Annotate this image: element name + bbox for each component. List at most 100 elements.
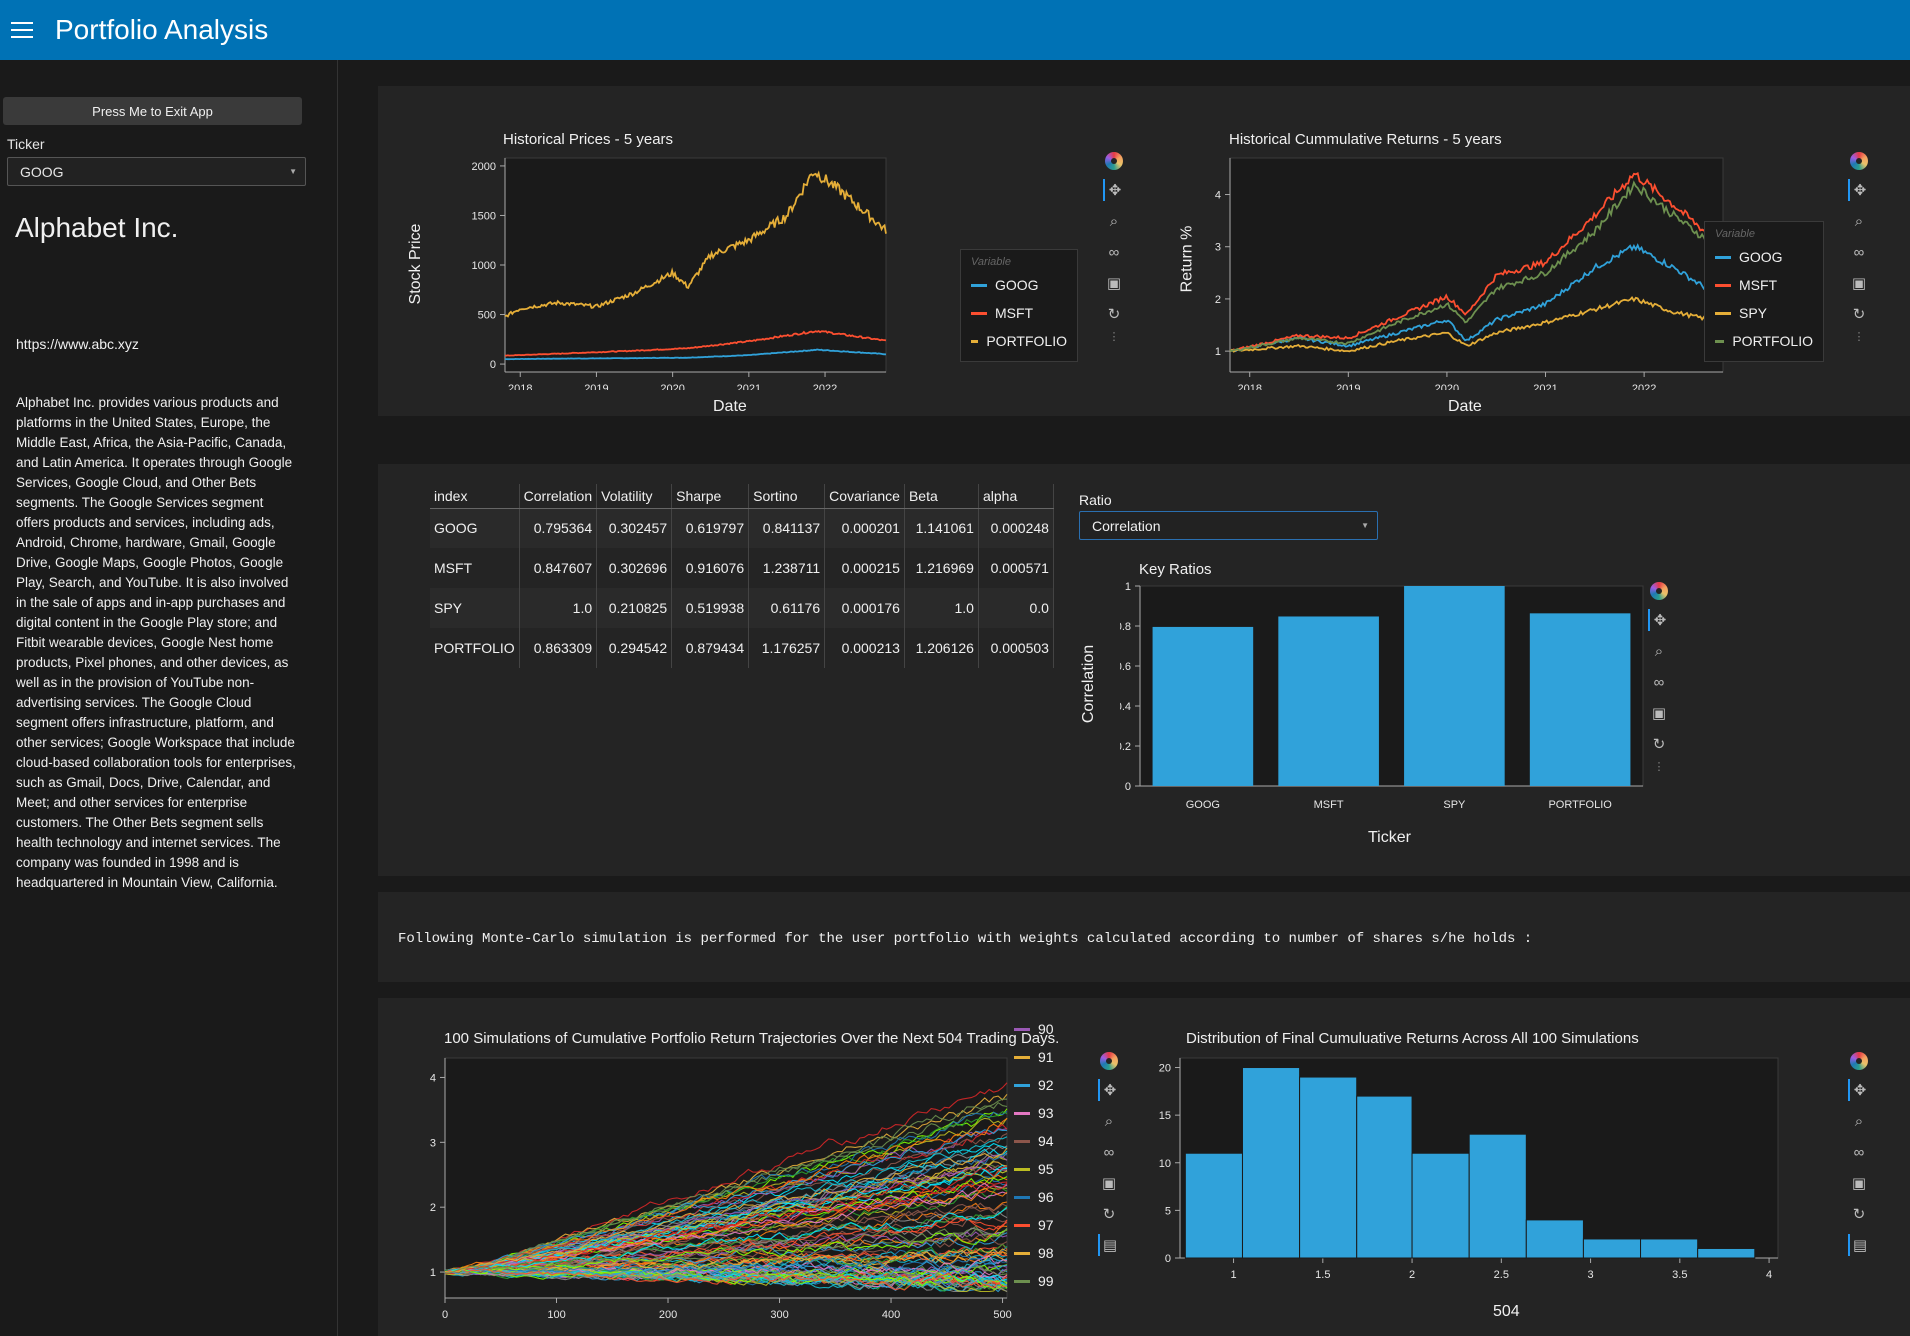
simulation-line [444,1228,1008,1274]
y-tick-label: 5 [1165,1205,1171,1217]
y-tick-label: 4 [430,1072,436,1084]
pan-icon[interactable]: ✥ [1848,1079,1870,1101]
y-tick-label: 0 [1165,1253,1171,1265]
reset-icon[interactable]: ↻ [1852,1206,1866,1223]
column-header[interactable]: Sortino [748,484,826,509]
legend-item[interactable]: 98 [1014,1239,1064,1267]
table-row[interactable]: PORTFOLIO 0.863309 0.294542 0.879434 1.17625… [430,628,1054,668]
ticker-select[interactable]: GOOG ▼ [7,157,306,186]
column-header[interactable]: alpha [978,484,1054,509]
stats-table[interactable]: index Correlation Volatility Sharpe Sort… [430,484,1054,668]
save-icon[interactable]: ▣ [1106,275,1122,292]
legend-item[interactable]: SPY [1715,299,1813,327]
pan-icon[interactable]: ✥ [1098,1079,1120,1101]
pan-icon[interactable]: ✥ [1848,179,1870,201]
legend-item[interactable]: MSFT [1715,271,1813,299]
box-zoom-icon[interactable]: ⌕ [1104,1112,1114,1130]
column-header[interactable]: index [430,484,520,509]
wheel-zoom-icon[interactable]: ∞ [1853,243,1865,261]
more-icon[interactable]: ⋮ [1653,761,1665,773]
legend-item[interactable]: PORTFOLIO [971,327,1067,355]
legend-item[interactable]: 95 [1014,1155,1064,1183]
save-icon[interactable]: ▣ [1851,275,1867,292]
x-tick-label: 200 [659,1309,677,1320]
wheel-zoom-icon[interactable]: ∞ [1103,1143,1115,1161]
legend-item[interactable]: 99 [1014,1267,1064,1295]
x-tick-label: 3 [1588,1269,1594,1281]
legend-item[interactable]: 93 [1014,1099,1064,1127]
legend-item[interactable]: 97 [1014,1211,1064,1239]
y-axis-title: Return % [1178,225,1196,293]
save-icon[interactable]: ▣ [1851,1175,1867,1192]
app-header: Portfolio Analysis [0,0,1910,60]
bokeh-logo-icon[interactable] [1850,152,1868,170]
company-description: Alphabet Inc. provides various products … [16,395,296,890]
simulation-trajectories-chart[interactable]: 1 2 3 4 0 100 200 300 400 500 [400,1050,1080,1320]
key-ratios-chart[interactable]: 0 0.2 0.4 0.6 0.8 1 GOOG MSFT SPY PORTFOLIO [1120,578,1650,818]
chart-toolbar: ✥ ⌕ ∞ ▣ ↻ ⋮ [1646,582,1672,773]
montecarlo-description: Following Monte-Carlo simulation is perf… [398,931,1533,947]
legend-title: Variable [1715,228,1755,240]
reset-icon[interactable]: ↻ [1852,306,1866,323]
histogram-bar [1241,1067,1301,1259]
chart-title: Key Ratios [1139,561,1212,578]
legend-item[interactable]: 92 [1014,1071,1064,1099]
more-icon[interactable]: ⋮ [1108,331,1120,343]
simulation-line [444,1118,1008,1273]
reset-icon[interactable]: ↻ [1102,1206,1116,1223]
more-icon[interactable]: ⋮ [1853,331,1865,343]
column-header[interactable]: Correlation [519,484,598,509]
legend-item[interactable]: 96 [1014,1183,1064,1211]
series-line-goog [505,348,887,361]
legend-item[interactable]: GOOG [1715,243,1813,271]
hover-icon[interactable]: ▤ [1848,1234,1870,1256]
table-row[interactable]: SPY 1.0 0.210825 0.519938 0.61176 0.000176 1.0… [430,588,1054,628]
box-zoom-icon[interactable]: ⌕ [1854,212,1864,230]
chart-toolbar: ✥ ⌕ ∞ ▣ ↻ ▤ [1096,1052,1122,1256]
box-zoom-icon[interactable]: ⌕ [1109,212,1119,230]
legend-item[interactable]: 90 [1014,1015,1064,1043]
cumulative-returns-chart[interactable]: 1 2 3 4 2018 2019 2020 2021 2022 [1180,150,1830,390]
ticker-value: GOOG [20,164,64,180]
box-zoom-icon[interactable]: ⌕ [1854,1112,1864,1130]
wheel-zoom-icon[interactable]: ∞ [1653,673,1665,691]
legend-item[interactable]: GOOG [971,271,1067,299]
table-row[interactable]: GOOG 0.795364 0.302457 0.619797 0.841137 0.00… [430,508,1054,548]
chart-toolbar: ✥ ⌕ ∞ ▣ ↻ ▤ [1846,1052,1872,1256]
legend-item[interactable]: 94 [1014,1127,1064,1155]
bokeh-logo-icon[interactable] [1105,152,1123,170]
save-icon[interactable]: ▣ [1101,1175,1117,1192]
pan-icon[interactable]: ✥ [1103,179,1125,201]
reset-icon[interactable]: ↻ [1652,736,1666,753]
bokeh-logo-icon[interactable] [1850,1052,1868,1070]
reset-icon[interactable]: ↻ [1107,306,1121,323]
save-icon[interactable]: ▣ [1651,705,1667,722]
box-zoom-icon[interactable]: ⌕ [1654,642,1664,660]
hover-icon[interactable]: ▤ [1098,1234,1120,1256]
historical-prices-chart[interactable]: 0 500 1000 1500 2000 2018 2019 2020 2021 2022 [430,150,1080,390]
x-tick-label: PORTFOLIO [1548,799,1612,811]
legend-item[interactable]: MSFT [971,299,1067,327]
final-returns-histogram[interactable]: 0 5 10 15 20 1 1.5 2 2.5 3 3.5 4 [1140,1050,1840,1315]
column-header[interactable]: Volatility [596,484,673,509]
bokeh-logo-icon[interactable] [1650,582,1668,600]
company-url[interactable]: https://www.abc.xyz [16,336,139,352]
column-header[interactable]: Beta [904,484,979,509]
wheel-zoom-icon[interactable]: ∞ [1108,243,1120,261]
bokeh-logo-icon[interactable] [1100,1052,1118,1070]
ratio-select[interactable]: Correlation ▼ [1079,511,1378,540]
wheel-zoom-icon[interactable]: ∞ [1853,1143,1865,1161]
histogram-bar [1640,1238,1699,1259]
column-header[interactable]: Covariance [824,484,905,509]
x-tick-label: 2020 [660,383,684,390]
legend-item[interactable]: PORTFOLIO [1715,327,1813,355]
pan-icon[interactable]: ✥ [1648,609,1670,631]
menu-icon[interactable] [11,22,33,38]
exit-app-button[interactable]: Press Me to Exit App [3,97,302,125]
simulation-line [444,1182,1008,1275]
column-header[interactable]: Sharpe [671,484,750,509]
simulation-line [444,1147,1008,1273]
table-row[interactable]: MSFT 0.847607 0.302696 0.916076 1.238711 0.00… [430,548,1054,588]
histogram-bar [1356,1095,1413,1259]
legend-item[interactable]: 91 [1014,1043,1064,1071]
